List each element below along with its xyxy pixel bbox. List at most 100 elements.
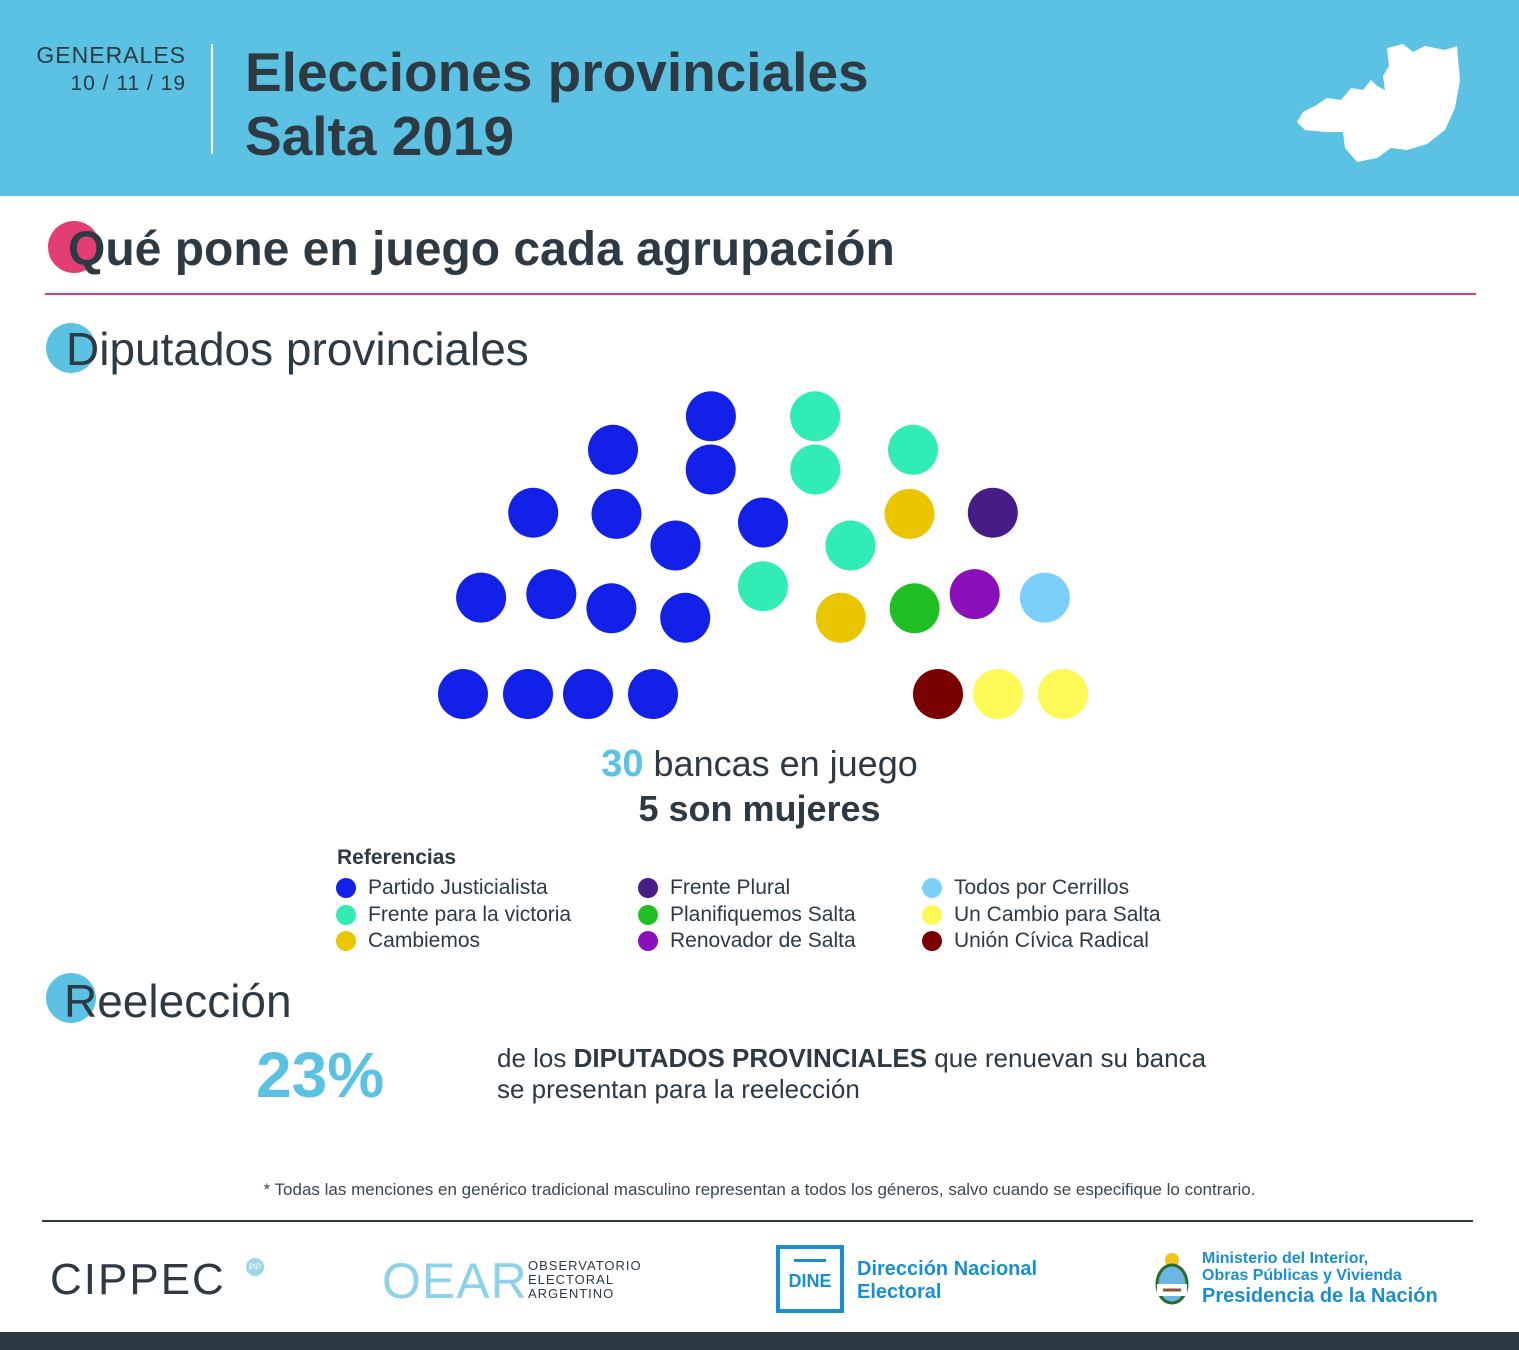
legend-item-frente-para-la-victoria: Frente para la victoria [336,902,571,928]
cippec-badge-text: PP [248,1262,261,1272]
legend-swatch-icon [922,878,942,898]
reelection-text-pre: de los [497,1043,567,1073]
section-reeleccion-title: Reelección [64,975,292,1027]
legend-label: Un Cambio para Salta [954,902,1161,926]
ministry-line2: Obras Públicas y Vivienda [1202,1267,1402,1284]
seat-todos-por-cerrillos-1 [1019,572,1070,623]
legend-label: Renovador de Salta [670,929,856,952]
seat-frente-plural-1 [967,487,1018,538]
legend-item-renovador-de-salta: Renovador de Salta [638,928,856,954]
seat-partido-justicialista-6 [526,569,577,620]
seat-partido-justicialista-7 [586,583,637,634]
legend-swatch-icon [336,904,356,925]
legend-item-un-cambio-para-salta: Un Cambio para Salta [922,902,1161,928]
election-kicker: GENERALES 10 / 11 / 19 [36,42,186,96]
dine-line2: Electoral [857,1281,942,1303]
dine-logo: DINE [776,1245,844,1313]
seat-renovador-de-salta-1 [949,569,1000,620]
legend-label: Planifiquemos Salta [670,902,856,926]
legend-item-uni-n-c-vica-radical: Unión Cívica Radical [922,928,1149,954]
legend-swatch-icon [922,931,942,951]
legend-swatch-icon [638,931,658,951]
seat-partido-justicialista-11 [588,424,638,475]
footnote: * Todas las menciones en genérico tradic… [263,1180,1256,1199]
legend-swatch-icon [638,904,658,925]
legend-item-todos-por-cerrillos: Todos por Cerrillos [922,875,1129,901]
seat-cambiemos-1 [884,488,935,539]
section-diputados-title: Diputados provinciales [66,323,529,375]
seat-partido-justicialista-14 [685,391,736,442]
seat-uni-n-c-vica-radical-1 [913,669,963,719]
legend-label: Unión Cívica Radical [954,929,1149,952]
cippec-logo: CIPPEC [50,1255,226,1304]
oear-line2: ELECTORAL [528,1272,615,1287]
ministry-line3: Presidencia de la Nación [1202,1285,1438,1307]
reelection-line2: se presentan para la reelección [497,1074,860,1104]
seat-un-cambio-para-salta-1 [1038,669,1088,719]
seats-total-label: 30 bancas en juego [0,743,1519,786]
seat-partido-justicialista-10 [591,488,642,539]
reelection-text-post: que renuevan su banca [934,1043,1207,1073]
seat-partido-justicialista-13 [685,444,736,495]
page-title-line1: Elecciones provinciales [245,41,869,103]
election-type: GENERALES [36,42,186,68]
dine-line1: Dirección Nacional [857,1258,1038,1280]
header-banner: GENERALES 10 / 11 / 19 Elecciones provin… [0,0,1519,196]
seat-partido-justicialista-12 [650,520,701,571]
legend-title: Referencias [337,846,457,869]
oear-logo: OEAR [382,1253,528,1309]
seat-partido-justicialista-15 [738,497,788,548]
diputados-bullet-icon [46,323,96,373]
reelection-line1: de los DIPUTADOS PROVINCIALES que renuev… [497,1043,1206,1074]
legend-item-cambiemos: Cambiemos [336,928,480,954]
legend-swatch-icon [922,904,942,925]
seat-partido-justicialista-1 [438,669,488,719]
header-divider [211,44,213,154]
seats-total-number: 30 [601,743,644,785]
seat-partido-justicialista-5 [456,572,507,623]
seat-frente-para-la-victoria-2 [790,391,841,442]
legend-label: Frente para la victoria [368,902,572,926]
election-date: 10 / 11 / 19 [70,72,186,95]
reelection-percent: 23% [256,1039,385,1111]
footer-divider [42,1220,1473,1222]
seats-total-text: bancas en juego [653,743,918,784]
seat-planifiquemos-salta-1 [889,583,940,634]
seats-women-label: 5 son mujeres [638,788,881,829]
seat-partido-justicialista-4 [628,669,678,719]
page-title-line2: Salta 2019 [245,105,515,167]
oear-line1: OBSERVATORIO [528,1258,642,1273]
oear-line3: ARGENTINO [528,1286,615,1301]
seat-partido-justicialista-3 [563,669,613,719]
legend-swatch-icon [638,878,658,898]
legend-label: Frente Plural [670,876,791,899]
legend: Partido Justicialista Frente para la vict… [336,875,1236,955]
seat-partido-justicialista-8 [508,487,559,538]
seat-cambiemos-2 [815,592,866,643]
cippec-badge-icon: PP [246,1258,264,1276]
oear-logo-text: OBSERVATORIO ELECTORAL ARGENTINO [528,1259,642,1301]
legend-label: Partido Justicialista [368,876,548,899]
section-main-title: Qué pone en juego cada agrupación [68,223,895,276]
seat-frente-para-la-victoria-5 [825,520,876,571]
parliament-chart [438,391,1088,719]
page-title: Elecciones provinciales Salta 2019 [245,40,869,168]
title-bullet-icon [48,221,100,273]
legend-swatch-icon [336,878,356,898]
legend-label: Cambiemos [368,929,481,952]
seat-frente-para-la-victoria-3 [790,444,841,495]
seat-partido-justicialista-2 [503,669,553,719]
reeleccion-bullet-icon [46,973,96,1023]
dine-name: Dirección Nacional Electoral [857,1258,1037,1304]
ministry-line1: Ministerio del Interior, [1202,1250,1369,1267]
legend-item-partido-justicialista: Partido Justicialista [336,875,548,901]
ministry-name: Ministerio del Interior, Obras Públicas … [1202,1250,1438,1308]
seat-frente-para-la-victoria-1 [738,561,788,612]
legend-item-frente-plural: Frente Plural [638,875,790,901]
reelection-text-bold: DIPUTADOS PROVINCIALES [573,1043,928,1073]
title-underline [45,293,1476,295]
legend-label: Todos por Cerrillos [954,876,1130,899]
legend-swatch-icon [336,931,356,951]
bottom-bar [0,1332,1519,1350]
seat-partido-justicialista-9 [660,592,711,643]
